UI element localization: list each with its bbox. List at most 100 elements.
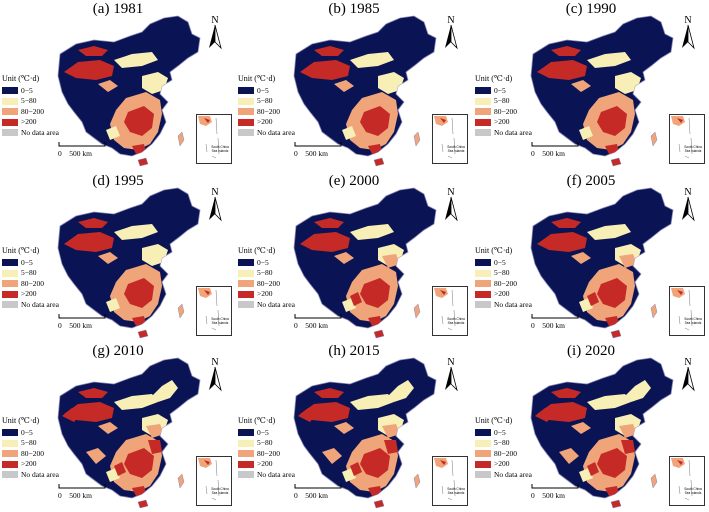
map-region xyxy=(300,60,350,80)
map-region xyxy=(322,448,342,464)
legend-item: 0−5 xyxy=(2,428,59,439)
legend-item: >200 xyxy=(238,289,295,300)
legend-label: >200 xyxy=(494,117,510,126)
scale-bar-line xyxy=(294,314,342,319)
map-region xyxy=(571,422,591,434)
legend-swatch xyxy=(2,301,18,309)
legend-swatch xyxy=(238,439,254,447)
map-region xyxy=(587,224,631,240)
legend-item: 5−80 xyxy=(475,438,532,449)
map-region xyxy=(587,462,599,476)
legend-item: 5−80 xyxy=(475,96,532,107)
scale-bar: 0 500 km xyxy=(58,140,106,158)
map-island xyxy=(177,131,185,147)
legend-label: 0−5 xyxy=(21,257,33,267)
map-region xyxy=(382,424,400,438)
legend: Unit (℃·d) 0−5 5−80 80−200 >200 No data area xyxy=(475,74,532,138)
legend-swatch xyxy=(475,280,491,288)
legend-item: >200 xyxy=(475,289,532,300)
legend-item: 0−5 xyxy=(2,86,59,97)
map-island xyxy=(413,473,421,489)
scale-bar: 0 500 km xyxy=(531,312,579,330)
inset-label: Sea Islands xyxy=(448,321,465,325)
legend-label: No data area xyxy=(257,299,295,309)
map-region xyxy=(314,388,344,398)
inset-label: South China xyxy=(684,487,702,491)
legend-unit: Unit (℃·d) xyxy=(475,74,513,83)
scale-label: 0 500 km xyxy=(294,321,328,330)
map-region xyxy=(342,126,356,140)
legend-item: >200 xyxy=(2,289,59,300)
inset-label: Sea Islands xyxy=(685,149,702,153)
map-region xyxy=(124,106,154,136)
legend: Unit (℃·d) 0−5 5−80 80−200 >200 No data area xyxy=(475,416,532,480)
legend-item: 80−200 xyxy=(2,279,59,290)
legend-swatch xyxy=(238,460,254,468)
map-region xyxy=(132,316,146,326)
map-region xyxy=(152,380,178,402)
legend-label: 80−200 xyxy=(257,448,280,458)
north-label: N xyxy=(447,357,454,368)
legend-item: 5−80 xyxy=(238,268,295,279)
inset-label: South China xyxy=(211,487,229,491)
map-region xyxy=(114,224,158,240)
legend-unit: Unit (℃·d) xyxy=(475,416,513,425)
scale-bar-line xyxy=(58,314,106,319)
legend-item: 80−200 xyxy=(238,449,295,460)
map-region xyxy=(78,46,108,56)
map-region xyxy=(537,232,587,252)
legend-unit: Unit (℃·d) xyxy=(238,416,276,425)
legend-swatch xyxy=(2,471,18,479)
legend-item: 80−200 xyxy=(2,449,59,460)
map-region xyxy=(350,462,362,476)
map-region xyxy=(537,60,587,80)
inset-label: Sea Islands xyxy=(448,149,465,153)
china-map xyxy=(57,15,201,167)
legend-item: 80−200 xyxy=(238,279,295,290)
legend-label: 5−80 xyxy=(21,438,37,447)
map-region xyxy=(148,440,162,454)
panel-title: (g) 2010 xyxy=(92,343,144,359)
north-label: N xyxy=(211,187,218,198)
map-island xyxy=(177,303,185,319)
map-island xyxy=(610,329,622,339)
scale-bar-line xyxy=(531,142,579,147)
inset-label: Sea Islands xyxy=(685,321,702,325)
map-region xyxy=(621,440,635,454)
legend-label: 5−80 xyxy=(494,268,510,277)
map-region xyxy=(571,80,591,92)
inset-label: Sea Islands xyxy=(212,149,229,153)
legend-unit: Unit (℃·d) xyxy=(475,246,513,255)
legend-label: 5−80 xyxy=(21,268,37,277)
scale-label: 0 500 km xyxy=(531,321,565,330)
map-island xyxy=(373,499,385,509)
inset-label: South China xyxy=(211,317,229,321)
map-region xyxy=(360,106,390,136)
map-region xyxy=(350,394,394,410)
map-region xyxy=(300,232,350,252)
legend-label: No data area xyxy=(494,299,532,309)
map-island xyxy=(177,473,185,489)
map-region xyxy=(314,218,344,228)
legend-label: >200 xyxy=(21,117,37,126)
legend-item: >200 xyxy=(475,117,532,128)
map-region xyxy=(106,126,120,140)
panel-title: (i) 2020 xyxy=(567,343,615,359)
legend-label: >200 xyxy=(21,459,37,468)
map-island xyxy=(610,157,622,167)
legend-item: No data area xyxy=(2,128,59,139)
legend-item: 80−200 xyxy=(238,107,295,118)
legend-label: 80−200 xyxy=(21,278,44,288)
north-label: N xyxy=(684,187,691,198)
legend-swatch xyxy=(238,269,254,277)
legend-item: 5−80 xyxy=(238,438,295,449)
map-island xyxy=(137,157,149,167)
china-map xyxy=(530,15,674,167)
map-region xyxy=(368,486,382,496)
legend-item: 80−200 xyxy=(475,279,532,290)
map-region xyxy=(605,316,619,326)
legend-label: No data area xyxy=(494,469,532,479)
